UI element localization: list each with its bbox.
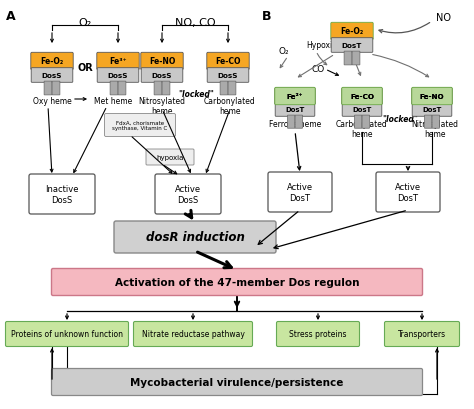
FancyBboxPatch shape [97,69,139,83]
FancyBboxPatch shape [29,175,95,214]
FancyBboxPatch shape [355,116,362,129]
Text: Fe²⁺: Fe²⁺ [287,94,303,100]
FancyBboxPatch shape [110,82,118,96]
FancyBboxPatch shape [6,322,128,347]
Text: DosT: DosT [285,107,305,113]
Text: "locked": "locked" [178,90,214,99]
Text: NO, CO: NO, CO [175,18,215,28]
Text: "locked": "locked" [382,115,418,124]
FancyBboxPatch shape [287,116,295,129]
Text: DosT: DosT [342,43,362,49]
Text: A: A [6,10,16,23]
FancyBboxPatch shape [276,322,359,347]
FancyBboxPatch shape [412,88,452,105]
Text: Fe-NO: Fe-NO [419,94,444,100]
FancyBboxPatch shape [362,116,370,129]
FancyBboxPatch shape [228,82,236,96]
FancyBboxPatch shape [384,322,459,347]
FancyBboxPatch shape [31,53,73,70]
FancyBboxPatch shape [141,69,183,83]
FancyBboxPatch shape [432,116,439,129]
Text: Ferrous heme: Ferrous heme [269,120,321,129]
Text: hypoxia: hypoxia [156,155,184,161]
Text: Active
DosS: Active DosS [175,185,201,204]
FancyBboxPatch shape [97,53,139,70]
Text: Fe-CO: Fe-CO [350,94,374,100]
Text: Nitrosylated
heme: Nitrosylated heme [138,97,185,116]
FancyBboxPatch shape [412,88,452,106]
Text: DosS: DosS [42,73,62,79]
Text: dosR induction: dosR induction [146,231,245,244]
Text: Fe-O₂: Fe-O₂ [340,27,364,36]
Text: Proteins of unknown function: Proteins of unknown function [11,330,123,339]
Text: Stress proteins: Stress proteins [289,330,347,339]
Text: OR: OR [77,63,93,73]
Text: Fe-NO: Fe-NO [149,57,175,66]
Text: Fe-NO: Fe-NO [419,94,444,100]
Text: Fe-O₂: Fe-O₂ [40,57,64,66]
Text: Mycobacterial virulence/persistence: Mycobacterial virulence/persistence [130,377,344,387]
Text: DosT: DosT [352,107,372,113]
Text: Fe-CO: Fe-CO [350,94,374,100]
FancyBboxPatch shape [220,82,228,96]
Text: O₂: O₂ [279,47,289,56]
Text: NO: NO [436,13,451,23]
Text: Fe-CO: Fe-CO [215,57,241,66]
Text: Activation of the 47-member Dos regulon: Activation of the 47-member Dos regulon [115,277,359,287]
FancyBboxPatch shape [104,114,175,137]
FancyBboxPatch shape [114,221,276,254]
Text: Active
DosT: Active DosT [395,183,421,202]
Text: Fe³⁺: Fe³⁺ [109,57,127,66]
FancyBboxPatch shape [44,82,52,96]
FancyBboxPatch shape [295,116,302,129]
FancyBboxPatch shape [134,322,253,347]
Text: Oxy heme: Oxy heme [33,97,72,106]
FancyBboxPatch shape [207,53,249,70]
Text: Fe²⁺: Fe²⁺ [287,94,303,100]
FancyBboxPatch shape [207,69,249,83]
FancyBboxPatch shape [275,88,315,105]
Text: FdxA, chorismate
synthase, Vitamin C: FdxA, chorismate synthase, Vitamin C [112,120,168,131]
Text: Carbonylated
heme: Carbonylated heme [336,120,388,139]
FancyBboxPatch shape [155,175,221,214]
FancyBboxPatch shape [352,52,360,66]
Text: DosS: DosS [152,73,172,79]
FancyBboxPatch shape [141,53,183,70]
Text: DosS: DosS [218,73,238,79]
FancyBboxPatch shape [146,150,194,166]
FancyBboxPatch shape [275,88,315,106]
Text: Met heme: Met heme [94,97,132,106]
FancyBboxPatch shape [52,82,60,96]
FancyBboxPatch shape [275,103,315,117]
FancyBboxPatch shape [52,369,422,396]
FancyBboxPatch shape [162,82,170,96]
FancyBboxPatch shape [154,82,162,96]
FancyBboxPatch shape [342,88,382,106]
Text: B: B [262,10,272,23]
FancyBboxPatch shape [118,82,126,96]
Text: O₂: O₂ [78,18,91,28]
FancyBboxPatch shape [425,116,432,129]
FancyBboxPatch shape [331,23,373,40]
FancyBboxPatch shape [342,103,382,117]
Text: Nitrate reductase pathway: Nitrate reductase pathway [142,330,245,339]
Text: Nitrosylated
heme: Nitrosylated heme [411,120,458,139]
Text: Hypoxia: Hypoxia [306,41,337,50]
Text: Carbonylated
heme: Carbonylated heme [204,97,256,116]
Text: DosT: DosT [422,107,442,113]
FancyBboxPatch shape [376,173,440,213]
Text: Transporters: Transporters [398,330,446,339]
FancyBboxPatch shape [31,69,73,83]
FancyBboxPatch shape [52,269,422,296]
Text: CO: CO [311,65,325,74]
FancyBboxPatch shape [344,52,352,66]
FancyBboxPatch shape [331,38,373,53]
Text: Active
DosT: Active DosT [287,183,313,202]
Text: Inactive
DosS: Inactive DosS [45,185,79,204]
FancyBboxPatch shape [342,88,382,105]
FancyBboxPatch shape [412,103,452,117]
FancyBboxPatch shape [268,173,332,213]
Text: DosS: DosS [108,73,128,79]
